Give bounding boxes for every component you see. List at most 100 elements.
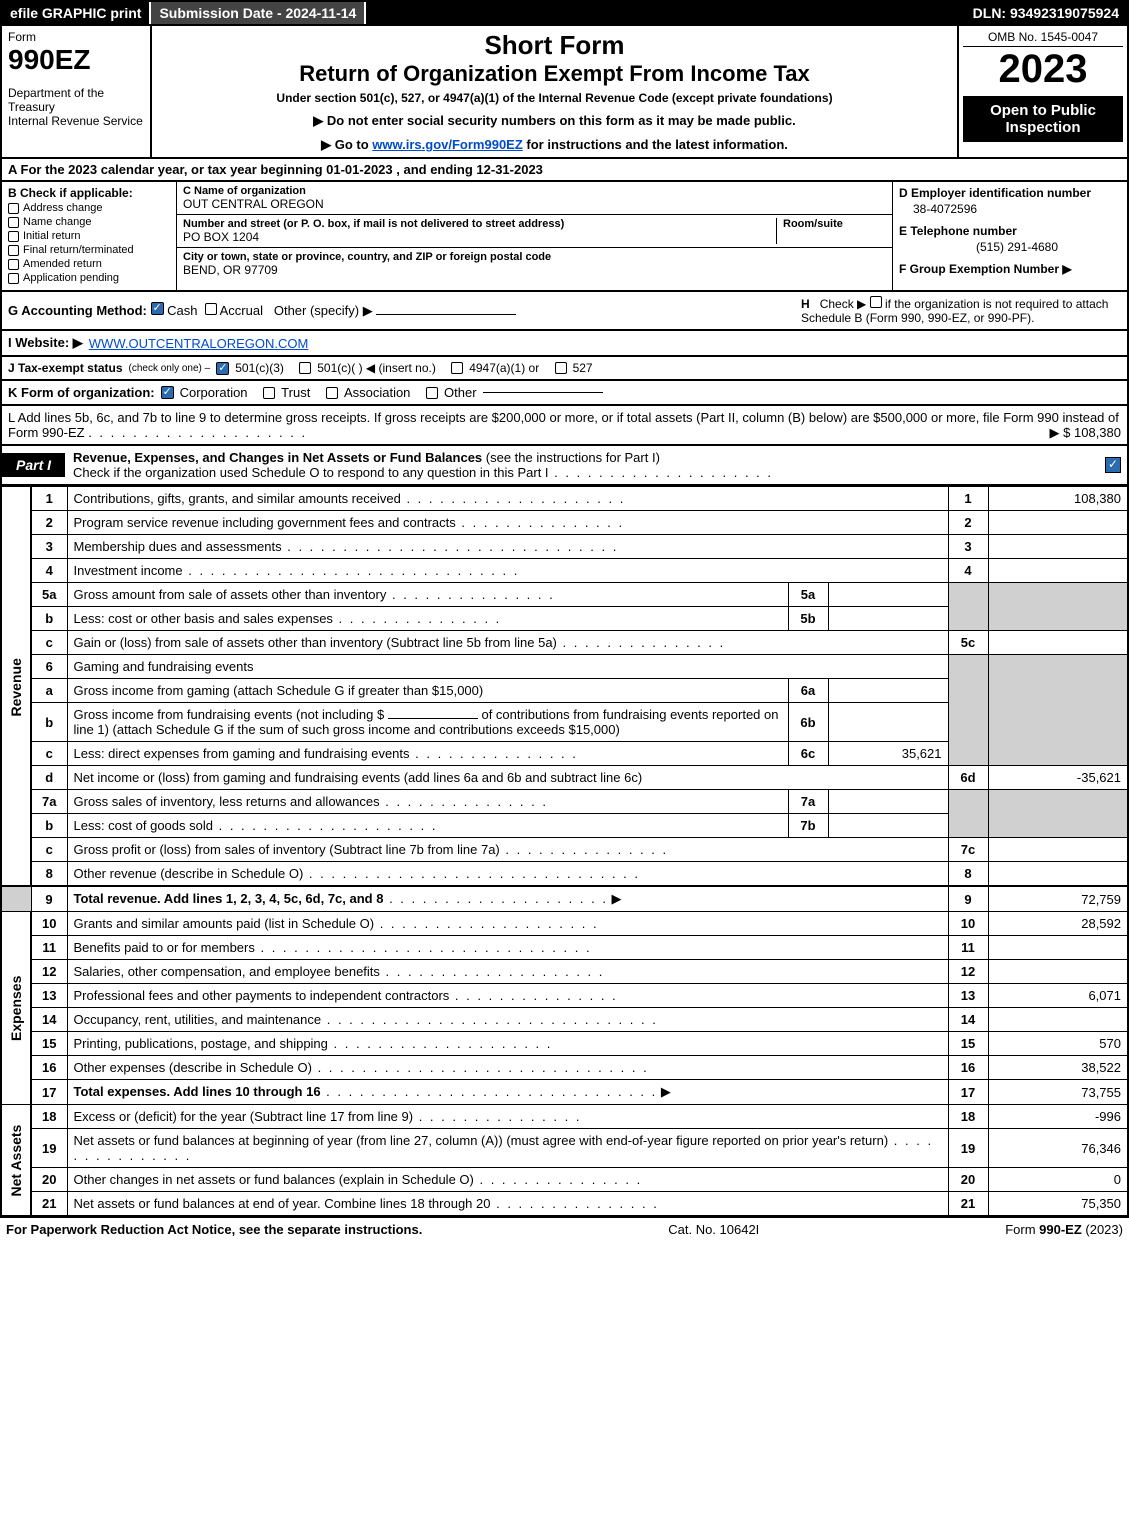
footer-left: For Paperwork Reduction Act Notice, see …	[6, 1222, 422, 1237]
check-initial-return[interactable]: Initial return	[8, 230, 170, 242]
check-4947[interactable]	[451, 362, 463, 374]
check-trust[interactable]	[263, 387, 275, 399]
topbar: efile GRAPHIC print Submission Date - 20…	[0, 0, 1129, 26]
l-amount: ▶ $ 108,380	[1050, 425, 1121, 441]
line-7a: 7a Gross sales of inventory, less return…	[1, 790, 1128, 814]
section-def: D Employer identification number 38-4072…	[892, 182, 1127, 290]
footer: For Paperwork Reduction Act Notice, see …	[0, 1217, 1129, 1241]
room-label: Room/suite	[783, 218, 886, 230]
part1-table: Revenue 1 Contributions, gifts, grants, …	[0, 486, 1129, 1217]
section-k: K Form of organization: Corporation Trus…	[0, 381, 1129, 406]
j-sub: (check only one) –	[129, 363, 211, 374]
line-4: 4 Investment income 4	[1, 559, 1128, 583]
line-5c: c Gain or (loss) from sale of assets oth…	[1, 631, 1128, 655]
line-9: 9 Total revenue. Add lines 1, 2, 3, 4, 5…	[1, 886, 1128, 912]
line-3: 3 Membership dues and assessments 3	[1, 535, 1128, 559]
section-b: B Check if applicable: Address change Na…	[2, 182, 177, 290]
h-label: H	[801, 297, 810, 311]
section-a: A For the 2023 calendar year, or tax yea…	[0, 159, 1129, 182]
submission-date: Submission Date - 2024-11-14	[151, 2, 366, 24]
line-6d: d Net income or (loss) from gaming and f…	[1, 766, 1128, 790]
return-title: Return of Organization Exempt From Incom…	[160, 61, 949, 87]
k-label: K Form of organization:	[8, 385, 155, 400]
line-12: 12 Salaries, other compensation, and emp…	[1, 960, 1128, 984]
check-cash[interactable]	[151, 302, 164, 315]
group-label: F Group Exemption Number ▶	[899, 262, 1121, 276]
efile-label[interactable]: efile GRAPHIC print	[2, 2, 151, 24]
city-label: City or town, state or province, country…	[183, 251, 886, 263]
street-label: Number and street (or P. O. box, if mail…	[183, 218, 776, 230]
check-address-change[interactable]: Address change	[8, 202, 170, 214]
dept-2: Internal Revenue Service	[8, 114, 144, 128]
section-h: H Check ▶ if the organization is not req…	[801, 296, 1121, 325]
check-amended-return[interactable]: Amended return	[8, 258, 170, 270]
check-h[interactable]	[870, 296, 882, 308]
footer-center: Cat. No. 10642I	[668, 1222, 759, 1237]
header-left: Form 990EZ Department of the Treasury In…	[2, 26, 152, 157]
check-501c3[interactable]	[216, 362, 229, 375]
city-value: BEND, OR 97709	[183, 263, 886, 277]
check-association[interactable]	[326, 387, 338, 399]
check-accrual[interactable]	[205, 303, 217, 315]
part1-tab: Part I	[2, 453, 65, 477]
line-7c: c Gross profit or (loss) from sales of i…	[1, 838, 1128, 862]
check-final-return[interactable]: Final return/terminated	[8, 244, 170, 256]
section-j: J Tax-exempt status (check only one) – 5…	[0, 357, 1129, 381]
form-header: Form 990EZ Department of the Treasury In…	[0, 26, 1129, 159]
section-i: I Website: ▶ WWW.OUTCENTRALOREGON.COM	[0, 331, 1129, 357]
instr2-pre: ▶ Go to	[321, 137, 372, 152]
tax-year: 2023	[963, 47, 1123, 92]
part1-title: Revenue, Expenses, and Changes in Net As…	[65, 446, 1105, 484]
line-11: 11 Benefits paid to or for members 11	[1, 936, 1128, 960]
check-other[interactable]	[426, 387, 438, 399]
section-b-header: B Check if applicable:	[8, 186, 170, 200]
line-5a: 5a Gross amount from sale of assets othe…	[1, 583, 1128, 607]
line-2: 2 Program service revenue including gove…	[1, 511, 1128, 535]
short-form-title: Short Form	[160, 30, 949, 61]
website-link[interactable]: WWW.OUTCENTRALOREGON.COM	[89, 336, 309, 351]
under-section: Under section 501(c), 527, or 4947(a)(1)…	[160, 91, 949, 105]
revenue-label: Revenue	[1, 487, 31, 887]
tel-value: (515) 291-4680	[913, 240, 1121, 254]
irs-link[interactable]: www.irs.gov/Form990EZ	[372, 137, 523, 152]
dept-1: Department of the Treasury	[8, 86, 144, 114]
line-13: 13 Professional fees and other payments …	[1, 984, 1128, 1008]
line-10: Expenses 10 Grants and similar amounts p…	[1, 912, 1128, 936]
instruction-2: ▶ Go to www.irs.gov/Form990EZ for instru…	[160, 137, 949, 153]
netassets-label: Net Assets	[1, 1105, 31, 1217]
check-527[interactable]	[555, 362, 567, 374]
g-label: G Accounting Method:	[8, 303, 147, 318]
instruction-1: ▶ Do not enter social security numbers o…	[160, 113, 949, 129]
line-15: 15 Printing, publications, postage, and …	[1, 1032, 1128, 1056]
ein-label: D Employer identification number	[899, 186, 1121, 200]
line-19: 19 Net assets or fund balances at beginn…	[1, 1129, 1128, 1168]
part1-header: Part I Revenue, Expenses, and Changes in…	[0, 446, 1129, 486]
header-center: Short Form Return of Organization Exempt…	[152, 26, 957, 157]
line-21: 21 Net assets or fund balances at end of…	[1, 1192, 1128, 1217]
line-18: Net Assets 18 Excess or (deficit) for th…	[1, 1105, 1128, 1129]
check-corporation[interactable]	[161, 386, 174, 399]
ein-value: 38-4072596	[913, 202, 1121, 216]
header-right: OMB No. 1545-0047 2023 Open to Public In…	[957, 26, 1127, 157]
footer-right: Form 990-EZ (2023)	[1005, 1222, 1123, 1237]
form-code: 990EZ	[8, 44, 144, 76]
part1-schedule-o-check[interactable]	[1105, 457, 1121, 473]
section-bcd: B Check if applicable: Address change Na…	[0, 182, 1129, 292]
org-name: OUT CENTRAL OREGON	[183, 197, 886, 211]
open-public: Open to Public Inspection	[963, 96, 1123, 142]
line-6: 6 Gaming and fundraising events	[1, 655, 1128, 679]
section-c: C Name of organization OUT CENTRAL OREGO…	[177, 182, 892, 290]
section-l: L Add lines 5b, 6c, and 7b to line 9 to …	[0, 406, 1129, 446]
check-application-pending[interactable]: Application pending	[8, 272, 170, 284]
check-name-change[interactable]: Name change	[8, 216, 170, 228]
expenses-label: Expenses	[1, 912, 31, 1105]
line-16: 16 Other expenses (describe in Schedule …	[1, 1056, 1128, 1080]
section-g: G Accounting Method: Cash Accrual Other …	[8, 302, 516, 319]
dln: DLN: 93492319075924	[965, 2, 1127, 24]
line-8: 8 Other revenue (describe in Schedule O)…	[1, 862, 1128, 887]
check-501c[interactable]	[299, 362, 311, 374]
website-label: I Website: ▶	[8, 335, 83, 351]
street-value: PO BOX 1204	[183, 230, 776, 244]
instr2-post: for instructions and the latest informat…	[523, 137, 788, 152]
form-label: Form	[8, 30, 144, 44]
